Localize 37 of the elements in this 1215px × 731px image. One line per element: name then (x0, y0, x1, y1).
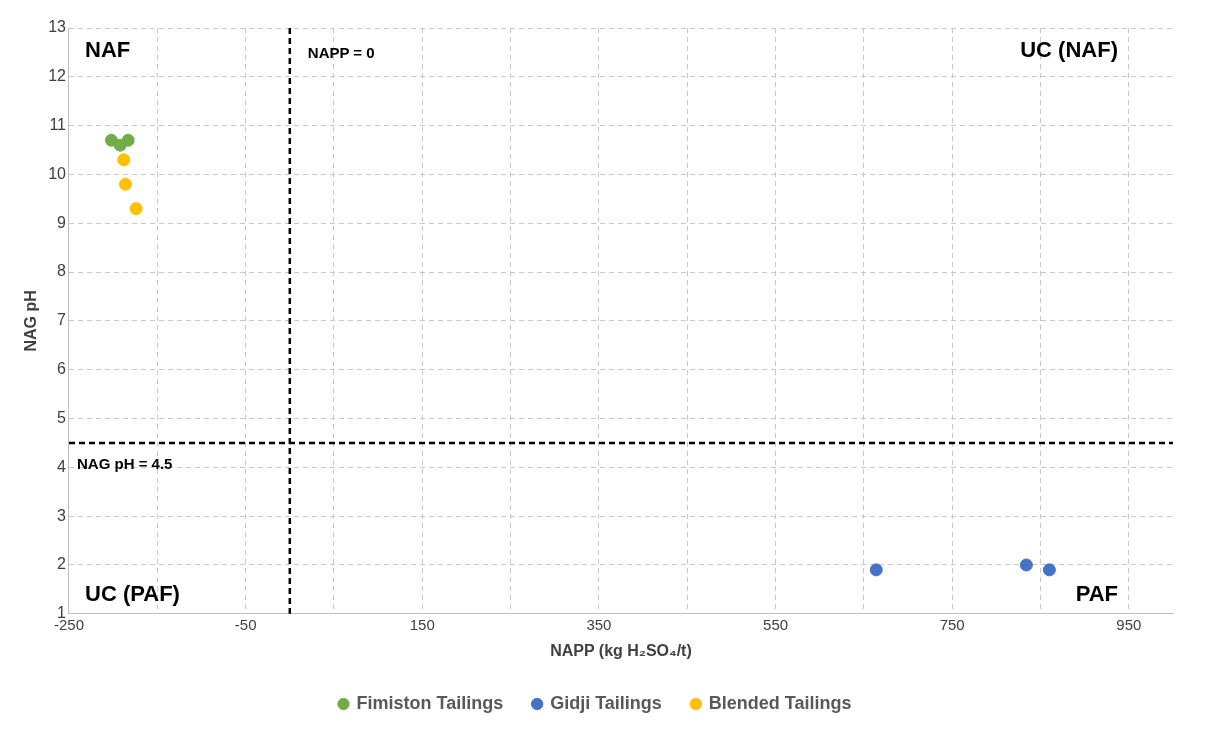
x-tick-label: 350 (586, 615, 612, 633)
point (129, 202, 143, 216)
x-tick-label: 750 (939, 615, 965, 633)
legend-label: Fimiston Tailings (356, 692, 504, 713)
x-tick-label: 950 (1116, 615, 1142, 633)
point (117, 153, 131, 167)
point (119, 177, 133, 191)
point (869, 563, 883, 577)
annotation: NAF (85, 37, 131, 63)
y-tick-label: 9 (57, 213, 67, 231)
x-tick-label: 150 (409, 615, 435, 633)
point (104, 133, 118, 147)
point (1019, 558, 1033, 572)
y-tick-label: 7 (57, 311, 67, 329)
annotation: PAF (1075, 580, 1118, 606)
y-axis-title: NAG pH (22, 290, 40, 352)
x-tick-label: 550 (763, 615, 789, 633)
y-tick-label: 3 (57, 506, 67, 524)
x-axis-title: NAPP (kg H₂SO₄/t) (550, 641, 692, 659)
y-tick-label: 4 (57, 457, 67, 475)
y-tick-label: 10 (48, 164, 67, 182)
point (121, 133, 135, 147)
y-tick-label: 5 (57, 408, 67, 426)
y-tick-label: 12 (48, 67, 67, 85)
y-tick-label: 8 (57, 262, 67, 280)
y-tick-label: 2 (57, 555, 67, 573)
point (1042, 563, 1056, 577)
y-tick-label: 6 (57, 360, 67, 378)
x-tick-label: -50 (234, 615, 257, 633)
legend-label: Blended Tailings (708, 692, 852, 713)
y-tick-label: 13 (48, 18, 67, 36)
annotation: UC (NAF) (1020, 37, 1118, 63)
ref-line-label: NAPP = 0 (307, 43, 375, 61)
legend-label: Gidji Tailings (550, 692, 662, 713)
ref-line-label: NAG pH = 4.5 (77, 454, 173, 472)
y-tick-label: 11 (49, 116, 67, 134)
annotation: UC (PAF) (85, 580, 180, 606)
